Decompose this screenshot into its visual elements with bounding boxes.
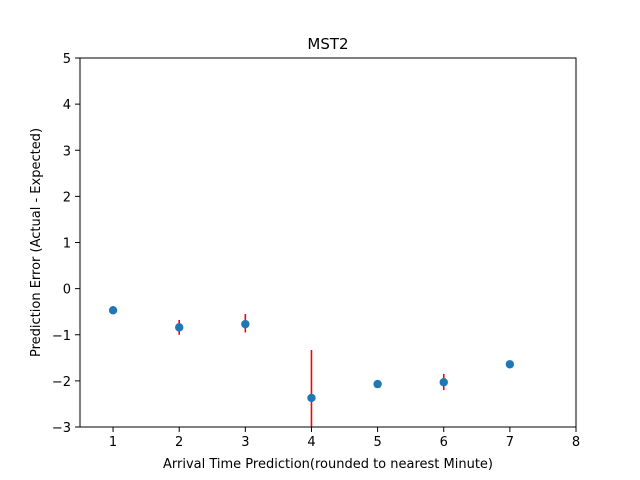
x-tick-label: 7 [506,435,514,450]
data-point [439,378,448,387]
y-tick-label: 2 [63,190,71,205]
x-tick-label: 4 [307,435,315,450]
marks-layer [108,306,515,427]
plot-frame [79,57,577,428]
chart-title: MST2 [307,35,348,53]
x-axis-label: Arrival Time Prediction(rounded to neare… [163,457,493,472]
data-point [505,360,515,369]
x-tick-label: 5 [373,435,381,450]
y-tick-label: −2 [52,375,71,390]
x-tick-label: 2 [175,435,183,450]
y-tick-label: 4 [63,98,71,113]
y-tick-label: 3 [63,144,71,159]
y-axis-label: Prediction Error (Actual - Expected) [29,128,44,357]
data-point [108,306,118,315]
ticks-layer: 1 2 3 4 5 6 7 8 −3 −2 −1 0 1 2 3 4 5 [52,52,580,450]
y-tick-label: −3 [52,421,71,436]
y-tick-label: −1 [52,329,71,344]
x-tick-label: 1 [109,435,117,450]
y-tick-label: 1 [63,237,71,252]
data-point [241,319,250,329]
data-point [175,323,184,332]
x-tick-label: 3 [241,435,249,450]
y-tick-label: 5 [63,52,71,67]
y-tick-label: 0 [63,283,71,298]
x-tick-label: 6 [440,435,448,450]
data-point [307,393,316,403]
x-tick-label: 8 [572,435,580,450]
data-point [373,379,382,389]
plot-area [80,58,576,427]
